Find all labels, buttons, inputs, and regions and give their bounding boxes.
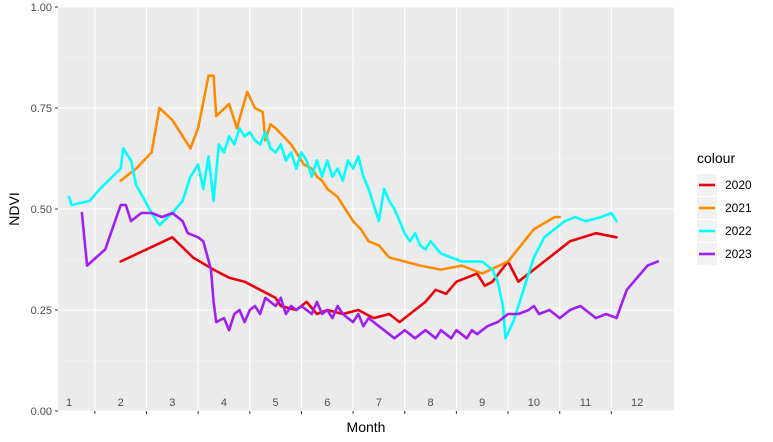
y-tick-label: 1.00 (31, 2, 52, 14)
y-tick-label: 0.50 (31, 204, 52, 216)
series-lines (67, 74, 660, 340)
x-axis-ticks: 1 2 3 4 5 6 7 8 9 10 11 12 (66, 397, 643, 414)
x-tick-label: 3 (169, 397, 175, 409)
x-tick-label: 12 (631, 397, 643, 409)
legend-label-2020: 2020 (725, 178, 752, 192)
y-axis-ticks: 0.00 0.25 0.50 0.75 1.00 (31, 2, 58, 418)
x-tick-label: 6 (324, 397, 330, 409)
x-tick-label: 8 (428, 397, 434, 409)
series-line-2022 (67, 126, 618, 340)
legend: colour 2020 2021 2022 2023 (697, 150, 752, 265)
x-tick-label: 5 (273, 397, 279, 409)
y-tick-label: 0.25 (31, 305, 52, 317)
legend-label-2023: 2023 (725, 247, 752, 261)
legend-label-2021: 2021 (725, 201, 752, 215)
minor-gridlines (58, 57, 674, 361)
legend-label-2022: 2022 (725, 224, 752, 238)
x-tick-label: 10 (528, 397, 540, 409)
series-line-2020 (119, 231, 618, 324)
x-tick-label: 2 (118, 397, 124, 409)
x-tick-label: 9 (479, 397, 485, 409)
x-tick-label: 4 (221, 397, 227, 409)
series-line-2023 (80, 203, 660, 340)
x-axis-title: Month (347, 419, 386, 435)
x-tick-label: 1 (66, 397, 72, 409)
x-tick-label: 11 (580, 397, 591, 409)
legend-title: colour (697, 150, 735, 166)
y-tick-label: 0.75 (31, 103, 52, 115)
x-tick-label: 7 (376, 397, 382, 409)
y-tick-label: 0.00 (31, 406, 52, 418)
y-axis-title: NDVI (6, 192, 22, 225)
